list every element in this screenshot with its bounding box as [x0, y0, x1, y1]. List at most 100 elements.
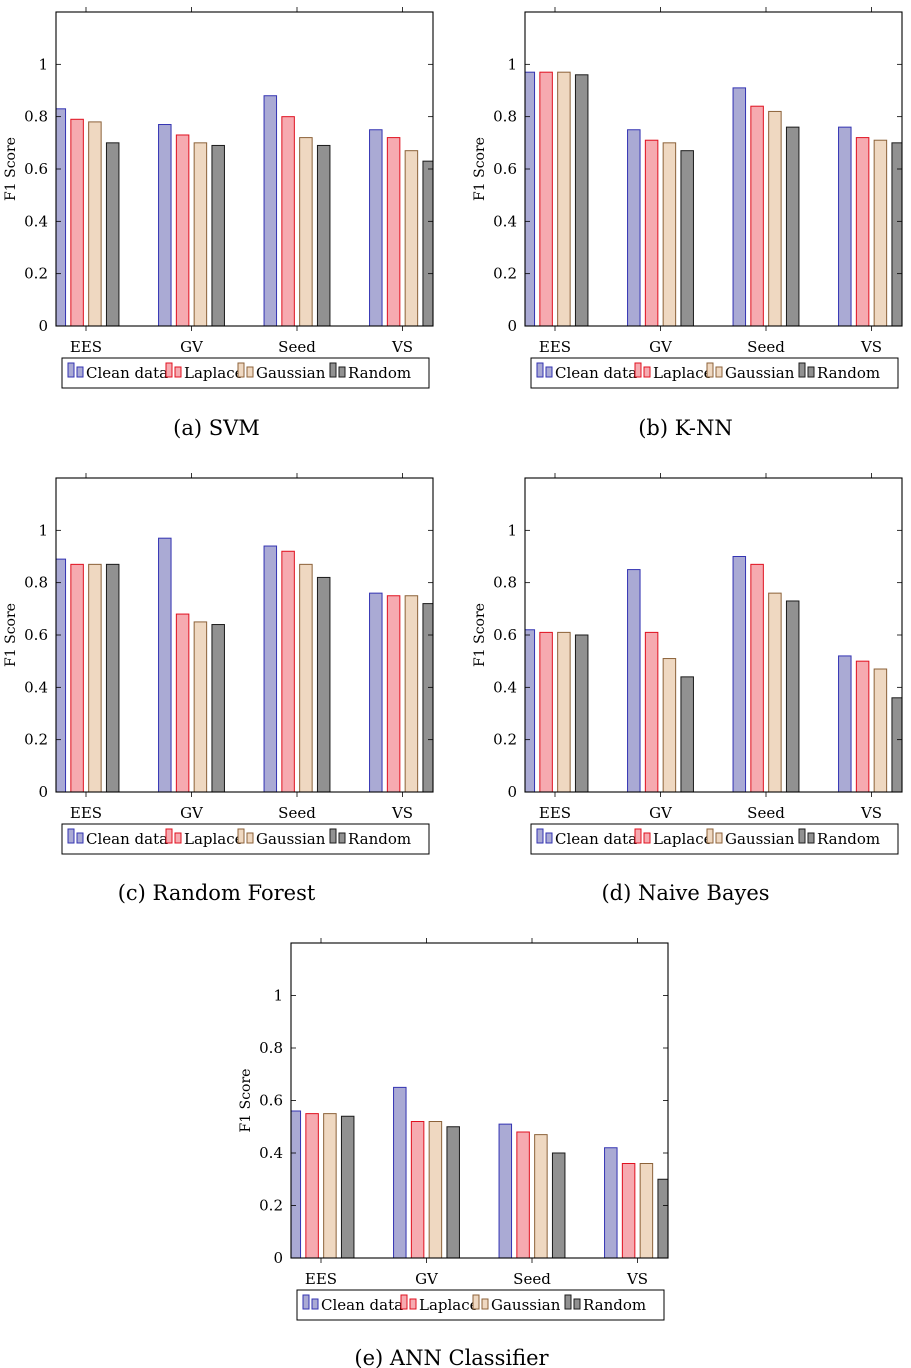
- legend-swatch: [400, 1294, 408, 1310]
- legend-item-random: Random: [329, 828, 411, 848]
- bar-VS-clean-data: [369, 592, 383, 792]
- legend-item-laplace: Laplace: [634, 362, 713, 382]
- legend-swatch: [807, 832, 815, 844]
- bar-EES-gaussian: [88, 121, 102, 326]
- legend-label: Clean data: [86, 830, 168, 848]
- legend-label: Clean data: [321, 1296, 403, 1314]
- bars: [525, 71, 902, 326]
- x-tick-label-gv: GV: [649, 804, 673, 822]
- bar-Seed-laplace: [750, 105, 764, 326]
- legend-swatch: [338, 832, 346, 844]
- y-tick-label: 0.8: [493, 108, 517, 126]
- x-tick-label-seed: Seed: [278, 338, 316, 356]
- bar-EES-gaussian: [323, 1113, 337, 1258]
- y-tick-label: 0.8: [493, 574, 517, 592]
- bar-EES-random: [574, 634, 589, 792]
- bar-VS-clean-data: [838, 655, 852, 792]
- bar-EES-random: [105, 563, 120, 792]
- bar-EES-gaussian: [557, 71, 571, 326]
- legend-swatch: [634, 362, 642, 378]
- bar-Seed-clean-data: [732, 556, 747, 792]
- legend-label: Laplace: [184, 830, 244, 848]
- legend-swatch: [807, 366, 815, 378]
- y-axis-label: F1 Score: [472, 137, 488, 201]
- bars: [525, 556, 902, 792]
- legend-item-laplace: Laplace: [165, 828, 244, 848]
- legend-label: Clean data: [555, 830, 637, 848]
- y-axis-label: F1 Score: [3, 603, 19, 667]
- legend-item-random: Random: [564, 1294, 646, 1314]
- legend-swatch: [237, 362, 245, 378]
- y-tick-label: 0: [507, 317, 517, 335]
- legend-label: Gaussian: [256, 830, 326, 848]
- bars: [56, 95, 433, 326]
- x-tick-label-vs: VS: [860, 338, 882, 356]
- chart-panel-0: 0 0.2 0.4 0.6 0.8 1 EES GV Seed VS F1 Score Clean d…: [3, 7, 434, 440]
- legend-label: Random: [817, 830, 880, 848]
- legend: Clean data Laplace Gaussian Random: [61, 823, 430, 855]
- bar-GV-laplace: [175, 134, 190, 326]
- bar-Seed-gaussian: [299, 563, 313, 792]
- x-tick-label-vs: VS: [391, 338, 413, 356]
- bars: [56, 537, 433, 792]
- legend-item-gaussian: Gaussian: [706, 362, 795, 382]
- legend-swatch: [643, 366, 651, 378]
- legend-swatch: [237, 828, 245, 844]
- bar-VS-laplace: [386, 137, 401, 326]
- bar-VS-random: [422, 603, 433, 792]
- legend-label: Gaussian: [725, 364, 795, 382]
- bar-GV-laplace: [175, 613, 190, 792]
- bar-EES-laplace: [70, 118, 84, 326]
- y-tick-label: 0: [38, 317, 48, 335]
- legend-swatch: [643, 832, 651, 844]
- y-tick-label: 0.4: [493, 678, 517, 696]
- bar-EES-laplace: [539, 71, 553, 326]
- x-tick-label-seed: Seed: [747, 804, 785, 822]
- x-tick-label-ees: EES: [70, 804, 102, 822]
- bar-GV-laplace: [410, 1121, 425, 1258]
- legend-swatch: [329, 828, 337, 844]
- chart-panel-3: 0 0.2 0.4 0.6 0.8 1 EES GV Seed VS F1 Score Clean d…: [472, 473, 903, 905]
- legend-swatch: [165, 362, 173, 378]
- legend-box: [61, 823, 430, 855]
- bar-GV-gaussian: [662, 142, 677, 326]
- legend-swatch: [573, 1298, 581, 1310]
- y-tick-label: 0.6: [259, 1092, 283, 1110]
- panel-caption: (e) ANN Classifier: [354, 1346, 549, 1368]
- chart-panel-4: 0 0.2 0.4 0.6 0.8 1 EES GV Seed VS F1 Score Clean d…: [238, 938, 669, 1368]
- bar-Seed-random: [785, 600, 800, 792]
- bar-GV-gaussian: [428, 1121, 443, 1258]
- bar-GV-clean-data: [158, 537, 172, 792]
- bar-VS-random: [891, 142, 902, 326]
- legend-swatch: [798, 828, 806, 844]
- y-tick-label: 1: [507, 521, 517, 539]
- bar-Seed-laplace: [750, 563, 764, 792]
- legend-swatch: [706, 362, 714, 378]
- y-tick-label: 0.2: [493, 731, 517, 749]
- bar-Seed-laplace: [516, 1131, 530, 1258]
- bar-EES-random: [340, 1115, 355, 1258]
- y-tick-label: 0.4: [24, 212, 48, 230]
- bar-GV-random: [680, 150, 694, 326]
- bar-Seed-clean-data: [498, 1123, 513, 1258]
- legend-label: Clean data: [555, 364, 637, 382]
- bar-VS-gaussian: [873, 668, 888, 792]
- x-tick-label-gv: GV: [415, 1270, 439, 1288]
- y-tick-label: 0.2: [493, 265, 517, 283]
- legend-swatch: [174, 366, 182, 378]
- bar-Seed-gaussian: [534, 1134, 548, 1258]
- bar-GV-clean-data: [627, 569, 641, 792]
- x-tick-label-vs: VS: [626, 1270, 648, 1288]
- legend-swatch: [311, 1298, 319, 1310]
- bar-Seed-random: [316, 144, 331, 326]
- legend-item-clean-data: Clean data: [67, 828, 168, 848]
- y-tick-label: 0: [38, 783, 48, 801]
- y-tick-label: 0.2: [24, 731, 48, 749]
- legend: Clean data Laplace Gaussian Random: [61, 357, 430, 389]
- x-tick-label-vs: VS: [860, 804, 882, 822]
- legend-label: Gaussian: [256, 364, 326, 382]
- legend-box: [530, 357, 899, 389]
- bar-GV-clean-data: [393, 1086, 407, 1258]
- legend-label: Laplace: [653, 364, 713, 382]
- legend-label: Random: [583, 1296, 646, 1314]
